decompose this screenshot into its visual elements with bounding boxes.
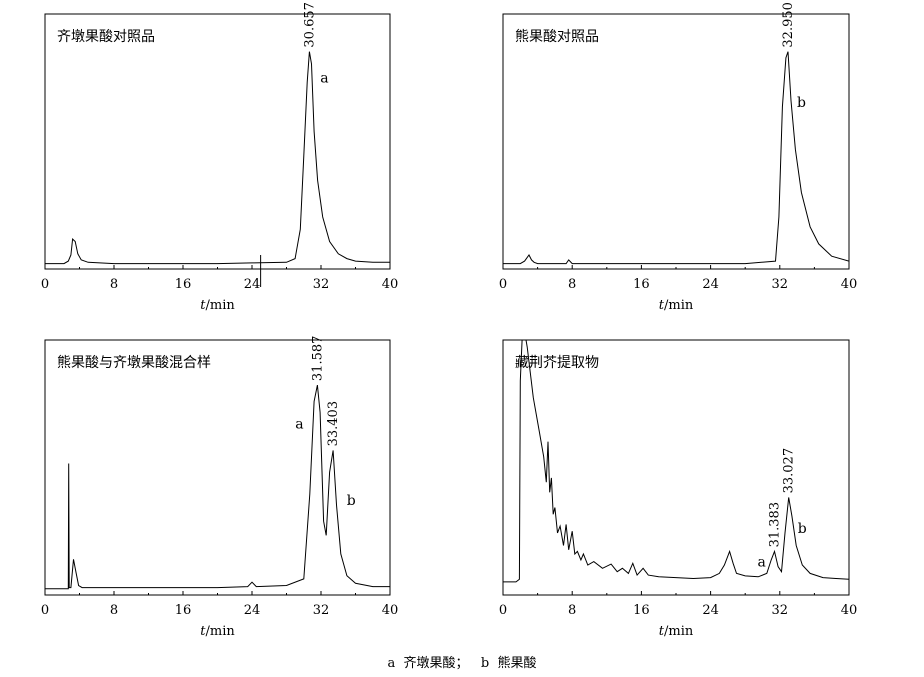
peak-retention-label: 32.950 [781, 2, 796, 48]
x-tick-label: 40 [841, 277, 858, 292]
x-tick-label: 0 [41, 603, 49, 618]
x-tick-label: 0 [499, 603, 507, 618]
plot-frame [44, 13, 391, 270]
x-tick-label: 32 [772, 277, 789, 292]
chart-panel-2: 0 8 16 24 32 40 t/min 熊果酸对照品 32.950 b [499, 2, 857, 313]
x-tick-label: 24 [702, 277, 719, 292]
x-tick-label: 32 [313, 603, 330, 618]
x-axis-label: t/min [200, 624, 235, 639]
peak-letter-label: b [797, 95, 806, 111]
peak-letter-label: b [347, 493, 356, 509]
x-tick-label: 40 [382, 603, 399, 618]
chart-panel-1: 0 8 16 24 32 40 t/min 齐墩果酸对照品 30.657 a [41, 2, 398, 313]
peak-letter-label: a [320, 70, 328, 86]
x-tick-label: 16 [633, 277, 650, 292]
x-tick-label: 16 [633, 603, 650, 618]
x-tick-label: 0 [499, 277, 507, 292]
x-tick-label: 32 [313, 277, 330, 292]
plot-frame [502, 339, 850, 596]
series-line-1 [45, 385, 390, 590]
x-tick-label: 32 [772, 603, 789, 618]
plot-frame [502, 13, 850, 270]
x-tick-label: 24 [702, 603, 719, 618]
chart-title: 齐墩果酸对照品 [57, 29, 155, 45]
peak-letter-label: b [798, 521, 807, 537]
x-tick-label: 8 [110, 603, 118, 618]
series-line-1 [503, 340, 849, 583]
peak-retention-label: 31.587 [310, 336, 325, 382]
peak-retention-label: 30.657 [302, 2, 317, 48]
x-axis-label: t/min [659, 624, 694, 639]
caption-b-name: 熊果酸 [497, 656, 537, 671]
chart-title: 熊果酸对照品 [515, 29, 599, 45]
x-axis-label: t/min [659, 298, 694, 313]
x-tick-label: 40 [841, 603, 858, 618]
caption-a-letter: a [387, 656, 396, 671]
x-tick-label: 8 [568, 603, 576, 618]
chart-panel-4: 0 8 16 24 32 40 t/min 藏荆芥提取物 31.383 33.027 a b [499, 339, 858, 639]
x-tick-label: 16 [175, 603, 192, 618]
chart-panel-3: 0 8 16 24 32 40 t/min 熊果酸与齐墩果酸混合样 31.587 33.403 a b [41, 336, 398, 639]
x-tick-label: 0 [41, 277, 49, 292]
peak-letter-label: a [295, 417, 303, 433]
x-axis-label: t/min [200, 298, 235, 313]
caption-b-letter: b [480, 656, 490, 671]
peak-retention-label: 33.403 [326, 401, 341, 447]
plot-frame [44, 339, 391, 596]
x-tick-label: 40 [382, 277, 399, 292]
peak-letter-label: a [757, 555, 765, 571]
series-line-1 [503, 51, 849, 265]
x-tick-label: 8 [568, 277, 576, 292]
caption: a 齐墩果酸； b 熊果酸 [0, 652, 924, 671]
x-tick-label: 16 [175, 277, 192, 292]
x-tick-label: 24 [244, 277, 261, 292]
caption-a-name: 齐墩果酸； [403, 656, 469, 671]
peak-retention-label: 31.383 [768, 502, 783, 548]
series-line-1 [45, 51, 390, 265]
x-tick-label: 24 [244, 603, 261, 618]
chart-title: 藏荆芥提取物 [515, 355, 599, 371]
chart-title: 熊果酸与齐墩果酸混合样 [57, 355, 211, 371]
peak-retention-label: 33.027 [782, 448, 797, 494]
x-tick-label: 8 [110, 277, 118, 292]
